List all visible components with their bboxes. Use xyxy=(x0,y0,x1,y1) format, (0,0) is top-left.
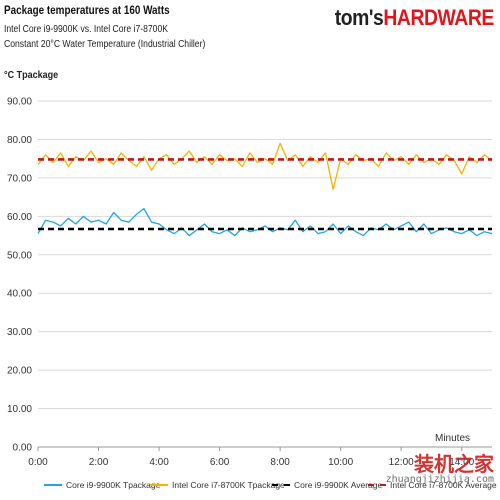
y-axis-ticks: 0.00 10.00 20.00 30.00 40.00 50.00 60.00 70.00 8… xyxy=(7,97,32,454)
y-tick-label: 70.00 xyxy=(7,173,32,184)
legend-label-i7-avg: Intel Core i7-8700K Average xyxy=(390,480,497,490)
y-tick-label: 80.00 xyxy=(7,135,32,146)
legend-item-i7-avg: Intel Core i7-8700K Average xyxy=(368,480,497,490)
chart-title: Package temperatures at 160 Watts xyxy=(4,5,170,17)
brand-logo: tom'sHARDWARE xyxy=(334,5,495,31)
watermark-logo: 装机之家 xyxy=(414,452,494,476)
x-tick-label: 8:00 xyxy=(270,457,290,468)
y-tick-label: 90.00 xyxy=(7,97,32,108)
y-tick-label: 60.00 xyxy=(7,212,32,223)
x-tick-label: 6:00 xyxy=(210,457,230,468)
y-tick-label: 20.00 xyxy=(7,366,32,377)
x-tick-label: 2:00 xyxy=(89,457,109,468)
y-tick-label: 40.00 xyxy=(7,289,32,300)
chart-legend: Core i9-9900K Tpackage Intel Core i7-870… xyxy=(0,480,500,496)
brand-logo-part2: HARDWARE xyxy=(383,5,495,30)
legend-swatch-i9 xyxy=(44,484,62,486)
series-line-i7 xyxy=(37,142,493,191)
y-tick-label: 50.00 xyxy=(7,250,32,261)
legend-item-i9-avg: Core i9-9900K Average xyxy=(272,480,382,490)
watermark-url: zhuangjizhijia.com xyxy=(385,474,494,485)
series-lines xyxy=(37,142,493,237)
y-axis-label: °C Tpackage xyxy=(4,70,59,81)
y-tick-label: 30.00 xyxy=(7,327,32,338)
legend-label-i9-avg: Core i9-9900K Average xyxy=(294,480,383,490)
y-tick-label: 0.00 xyxy=(13,443,33,454)
legend-label-i7: Intel Core i7-8700K Tpackage xyxy=(172,480,285,490)
legend-label-i9: Core i9-9900K Tpackage xyxy=(66,480,161,490)
x-tick-label: 10:00 xyxy=(328,457,353,468)
brand-logo-part1: tom's xyxy=(334,5,384,30)
grid-lines xyxy=(38,100,492,448)
series-line-i9 xyxy=(37,207,493,237)
legend-item-i9: Core i9-9900K Tpackage xyxy=(44,480,160,490)
chart-subtitle-cpus: Intel Core i9-9900K vs. Intel Core i7-87… xyxy=(4,24,168,35)
x-tick-label: 12:00 xyxy=(389,457,414,468)
x-axis-label: Minutes xyxy=(435,433,470,444)
legend-item-i7: Intel Core i7-8700K Tpackage xyxy=(150,480,285,490)
legend-swatch-i7-avg xyxy=(368,484,386,486)
x-tick-label: 14:00 xyxy=(449,457,474,468)
x-tick-label: 4:00 xyxy=(149,457,169,468)
x-axis-ticks: 0:00 2:00 4:00 6:00 8:00 10:00 12:00 14:00 xyxy=(28,447,475,468)
legend-swatch-i9-avg xyxy=(272,484,290,486)
chart-subtitle-conditions: Constant 20°C Water Temperature (Industr… xyxy=(4,39,206,50)
x-tick-label: 0:00 xyxy=(28,457,48,468)
y-tick-label: 10.00 xyxy=(7,404,32,415)
legend-swatch-i7 xyxy=(150,484,168,486)
